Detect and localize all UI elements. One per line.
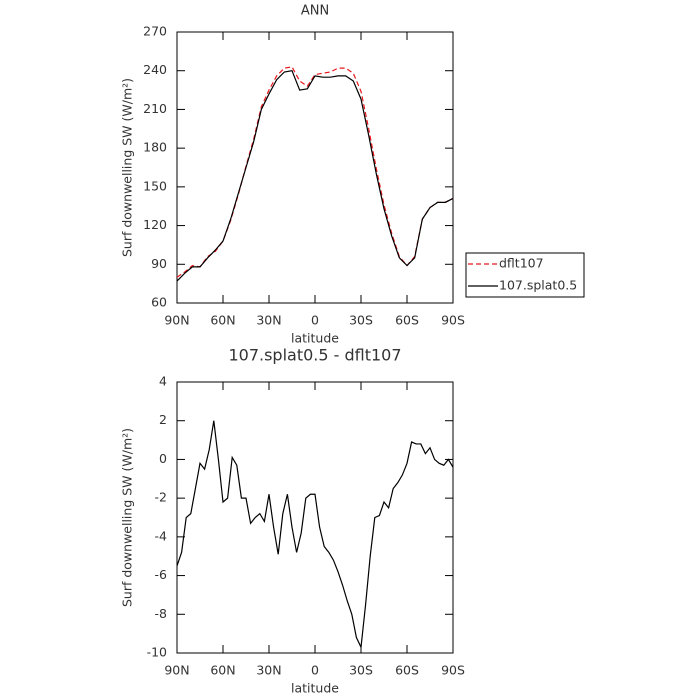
- y-tick-label: -8: [155, 606, 168, 621]
- y-tick-label: 210: [143, 101, 167, 116]
- x-axis-label: latitude: [291, 681, 339, 696]
- y-tick-label: -10: [147, 645, 167, 660]
- x-tick-label: 90S: [441, 663, 465, 678]
- data-line: [176, 420, 454, 650]
- y-tick-label: -6: [155, 567, 168, 582]
- y-tick-label: 270: [143, 24, 167, 39]
- y-tick-label: -2: [155, 490, 167, 505]
- y-tick-label: 180: [143, 140, 167, 155]
- y-tick-label: 4: [159, 374, 167, 389]
- x-tick-label: 30S: [349, 313, 373, 328]
- x-tick-label: 60S: [395, 313, 419, 328]
- y-tick-label: -4: [155, 528, 168, 543]
- y-tick-label: 60: [151, 295, 167, 310]
- x-tick-label: 90N: [164, 663, 189, 678]
- y-tick-label: 90: [151, 256, 167, 271]
- x-tick-label: 0: [311, 663, 319, 678]
- x-tick-label: 60N: [210, 663, 235, 678]
- y-tick-label: 120: [143, 217, 167, 232]
- data-line: [176, 70, 454, 282]
- y-tick-label: 2: [159, 412, 167, 427]
- x-tick-label: 60N: [210, 313, 235, 328]
- plot-frame: [176, 31, 454, 304]
- x-tick-label: 0: [311, 313, 319, 328]
- x-tick-label: 30S: [349, 663, 373, 678]
- x-tick-label: 90S: [441, 313, 465, 328]
- x-axis-label: latitude: [291, 331, 339, 346]
- chart-title: 107.splat0.5 - dflt107: [228, 346, 401, 365]
- y-axis-label: Surf downwelling SW (W/m²): [120, 78, 135, 257]
- x-tick-label: 60S: [395, 663, 419, 678]
- x-tick-label: 30N: [256, 663, 281, 678]
- plot-frame: [176, 381, 454, 654]
- y-axis-label: Surf downwelling SW (W/m²): [120, 428, 135, 607]
- legend-label: dflt107: [499, 256, 544, 271]
- y-tick-label: 150: [143, 178, 167, 193]
- x-tick-label: 90N: [164, 313, 189, 328]
- chart-title: ANN: [301, 4, 329, 19]
- y-tick-label: 240: [143, 62, 167, 77]
- legend-label: 107.splat0.5: [499, 278, 577, 293]
- legend-box: [465, 252, 585, 298]
- x-tick-label: 30N: [256, 313, 281, 328]
- y-tick-label: 0: [159, 451, 167, 466]
